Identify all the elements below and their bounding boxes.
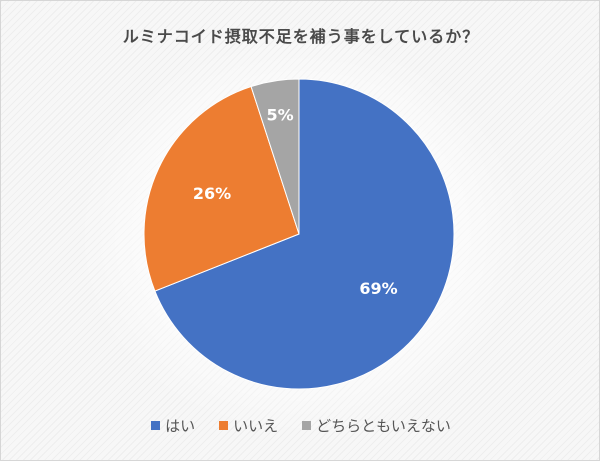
- legend-label-no: いいえ: [233, 417, 279, 435]
- legend-item-no[interactable]: いいえ: [219, 415, 278, 436]
- legend-swatch-neither: [302, 421, 312, 430]
- slice-neither[interactable]: [250, 78, 300, 235]
- slice-yes[interactable]: [154, 78, 455, 390]
- slice-neither-label: 5%: [267, 106, 294, 125]
- legend-swatch-no: [219, 421, 229, 430]
- slice-no-label: 26%: [193, 184, 231, 203]
- legend-swatch-yes: [151, 421, 161, 430]
- legend-label-neither: どちらともいえない: [316, 417, 451, 435]
- slice-no[interactable]: [143, 85, 300, 292]
- legend-item-yes[interactable]: はい: [151, 415, 195, 436]
- legend-item-neither[interactable]: どちらともいえない: [302, 415, 451, 436]
- legend-label-yes: はい: [165, 417, 196, 435]
- slice-yes-label: 69%: [359, 279, 397, 298]
- chart-title: ルミナコイド摂取不足を補う事をしているか？: [122, 27, 480, 46]
- legend: はい いいえ どちらともいえない: [1, 415, 600, 436]
